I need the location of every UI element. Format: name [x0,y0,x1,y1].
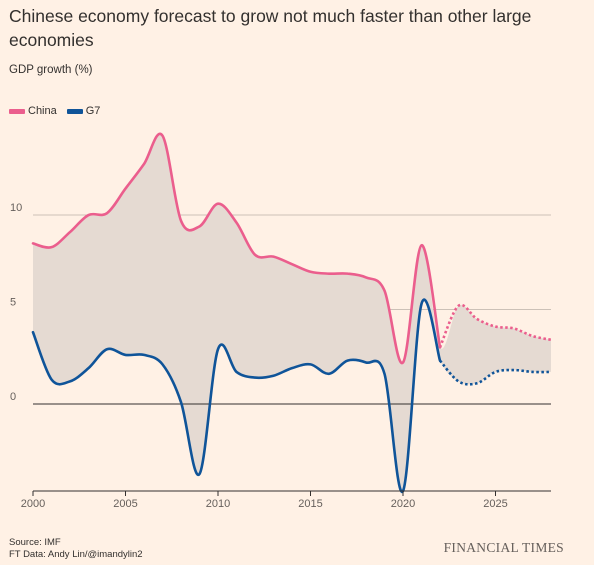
line-layer [31,132,552,493]
x-tick-label: 2015 [298,498,322,510]
x-tick-label: 2010 [206,498,230,510]
x-tick-label: 2005 [113,498,137,510]
legend: China G7 [9,104,110,118]
series-forecast-line-g7 [439,359,552,386]
area-layer [33,133,551,492]
x-tick-label: 2025 [483,498,507,510]
legend-swatch-g7 [66,108,83,114]
y-tick-label: 10 [10,202,22,214]
source-note: Source: IMF [9,537,61,548]
chart-title: Chinese economy forecast to grow not muc… [9,6,532,50]
legend-item-g7: G7 [66,105,101,117]
legend-label-china: China [28,105,57,117]
footer: Source: IMF FT Data: Andy Lin/@imandylin… [9,537,143,561]
series-line-g7 [31,298,442,493]
y-axis-label: GDP growth (%) [9,64,93,76]
x-tick-label: 2000 [21,498,45,510]
credit-note: FT Data: Andy Lin/@imandylin2 [9,549,143,560]
axis-layer: 0 5 10 2000 2005 2010 2015 2020 2025 [10,202,551,510]
legend-swatch-china [9,108,25,114]
ft-logo: FINANCIAL TIMES [443,540,564,555]
x-tick-label: 2020 [391,498,415,510]
y-tick-label: 0 [10,391,16,403]
area-between-series [33,133,551,492]
series-line-china [31,132,442,364]
legend-item-china: China [9,105,57,117]
y-tick-label: 5 [10,297,16,309]
series-forecast-line-china [438,303,552,348]
legend-label-g7: G7 [85,105,101,117]
